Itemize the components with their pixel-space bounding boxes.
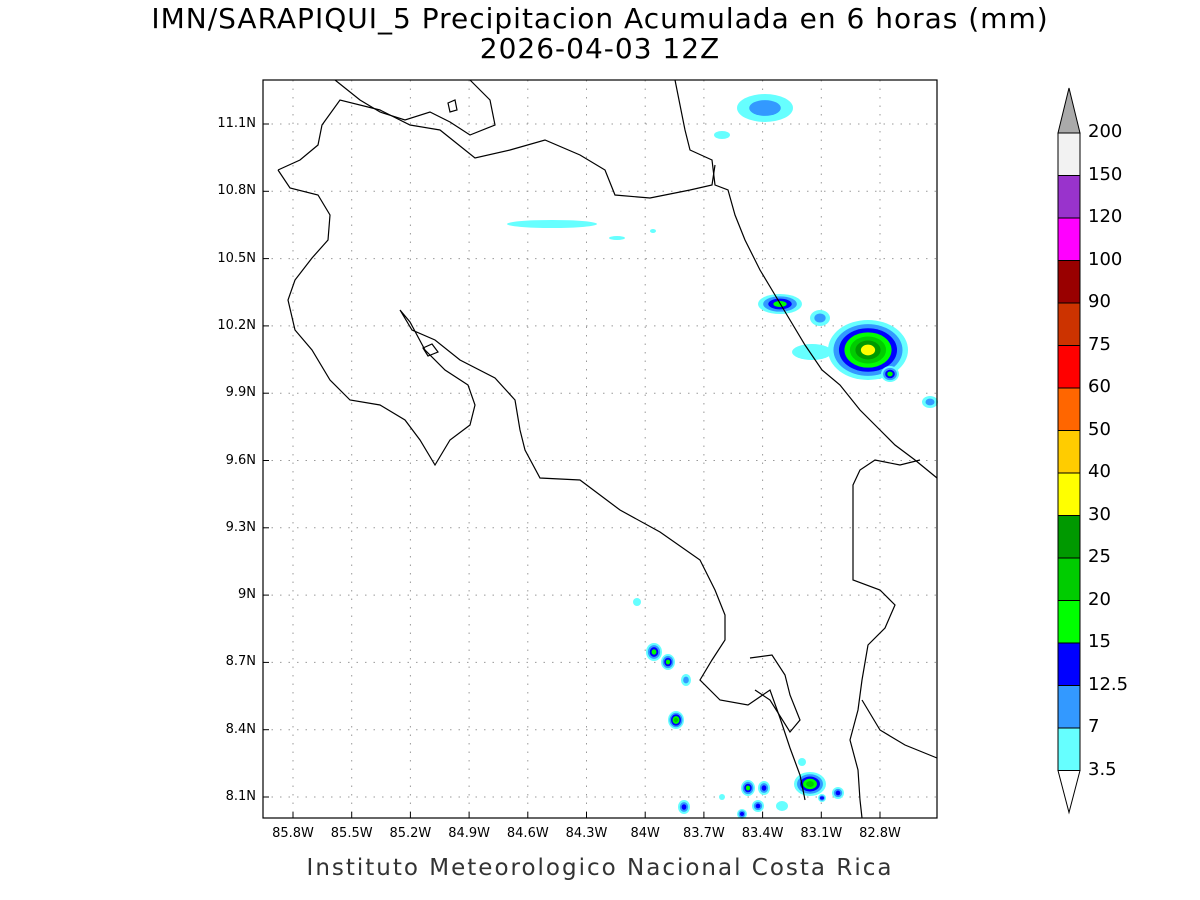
precip-contour [925, 398, 935, 406]
colorbar-level-label: 60 [1088, 376, 1111, 397]
lon-label: 85.5W [330, 826, 373, 841]
precip-contour [776, 801, 788, 811]
map-title: IMN/SARAPIQUI_5 Precipitacion Acumulada … [151, 2, 1049, 35]
lon-label: 83.7W [682, 826, 725, 841]
map-frame [262, 79, 938, 819]
colorbar-level-label: 100 [1088, 248, 1123, 270]
precip-contour [665, 659, 671, 665]
pacific-coast [277, 169, 806, 801]
precip-contour [792, 344, 832, 360]
precip-contour [887, 371, 893, 377]
colorbar-swatch [1057, 642, 1081, 686]
colorbar-swatch [1057, 132, 1081, 176]
colorbar-swatch [1057, 387, 1081, 431]
precip-contour [651, 649, 657, 655]
colorbar-level-label: 90 [1088, 291, 1111, 312]
colorbar-level-label: 200 [1088, 121, 1123, 142]
colorbar-level-label: 30 [1088, 503, 1111, 525]
precip-contour [719, 794, 725, 800]
lat-label: 11.1N [217, 116, 256, 131]
colorbar-swatch [1057, 685, 1081, 729]
precip-contour [633, 598, 641, 606]
colorbar-level-label: 40 [1088, 461, 1111, 482]
precip-contour [507, 220, 597, 228]
lon-label: 82.8W [859, 826, 901, 841]
lat-label: 8.4N [225, 721, 256, 737]
coastlines [277, 79, 938, 819]
lat-label: 8.7N [225, 654, 256, 670]
panama-border [849, 459, 921, 819]
precip-contour [798, 758, 806, 766]
colorbar-level-label: 25 [1088, 546, 1111, 567]
colorbar-swatch [1057, 557, 1081, 601]
precip-contour [755, 803, 761, 809]
precip-contour [674, 717, 678, 723]
precip-contour [650, 229, 656, 233]
colorbar-under-arrow [1057, 770, 1081, 815]
precipitation-contours [507, 94, 938, 819]
osa-peninsula [749, 654, 801, 734]
lat-label: 9.6N [225, 452, 256, 468]
precip-contour [860, 344, 876, 356]
colorbar-level-label: 120 [1088, 206, 1123, 227]
lat-label: 9.9N [225, 385, 256, 401]
colorbar-level-label: 20 [1088, 588, 1111, 610]
colorbar-swatch [1057, 302, 1081, 346]
colorbar-swatch [1057, 472, 1081, 516]
lon-label: 83.4W [741, 826, 784, 841]
lake-nicaragua-shore [334, 79, 496, 136]
map-valid-time: 2026-04-03 12Z [479, 32, 721, 65]
precip-contour [806, 781, 814, 787]
colorbar-swatch [1057, 727, 1081, 771]
footer-credit: Instituto Meteorologico Nacional Costa R… [306, 855, 894, 881]
precip-contour [609, 236, 625, 240]
precip-contour [714, 131, 730, 139]
lat-label: 9.3N [225, 519, 256, 535]
precip-contour [835, 790, 841, 796]
colorbar-level-label: 3.5 [1088, 758, 1117, 780]
lat-label: 8.1N [225, 789, 256, 804]
colorbar [1057, 87, 1081, 815]
colorbar-swatch [1057, 175, 1081, 219]
lon-label: 84.3W [565, 826, 608, 841]
lon-label: 83.1W [800, 826, 843, 841]
colorbar-level-label: 7 [1088, 716, 1100, 737]
colorbar-swatch [1057, 217, 1081, 261]
nicoya-islet [422, 343, 439, 357]
caribbean-coast [674, 79, 938, 479]
lon-label: 84W [630, 826, 660, 841]
lon-label: 84.6W [506, 826, 549, 841]
colorbar-swatch [1057, 260, 1081, 304]
nicaragua-border [277, 99, 716, 199]
lon-label: 85.2W [389, 826, 432, 841]
precip-contour [745, 785, 751, 791]
colorbar-swatch [1057, 345, 1081, 389]
colorbar-swatch [1057, 600, 1081, 644]
colorbar-level-label: 50 [1088, 418, 1111, 440]
lat-label: 9N [238, 587, 256, 603]
precip-contour [820, 796, 824, 800]
lon-label: 84.9W [448, 826, 490, 841]
precip-contour [761, 785, 767, 791]
lon-label: 85.8W [272, 826, 314, 841]
precip-contour [681, 804, 687, 810]
precip-contour [683, 676, 689, 684]
lat-label: 10.8N [217, 183, 256, 199]
colorbar-level-label: 15 [1088, 631, 1111, 652]
colorbar-over-arrow [1057, 87, 1081, 134]
colorbar-swatch [1057, 515, 1081, 559]
graticule [263, 80, 937, 818]
precip-contour [749, 100, 781, 116]
colorbar-level-label: 75 [1088, 333, 1111, 355]
colorbar-swatch [1057, 430, 1081, 474]
lat-label: 10.5N [217, 250, 256, 266]
precip-contour [814, 313, 826, 323]
island [447, 99, 458, 113]
precip-contour [740, 812, 744, 816]
colorbar-level-label: 150 [1088, 163, 1123, 185]
lat-label: 10.2N [217, 317, 256, 333]
burica-coast [861, 699, 938, 759]
colorbar-level-label: 12.5 [1088, 673, 1129, 695]
